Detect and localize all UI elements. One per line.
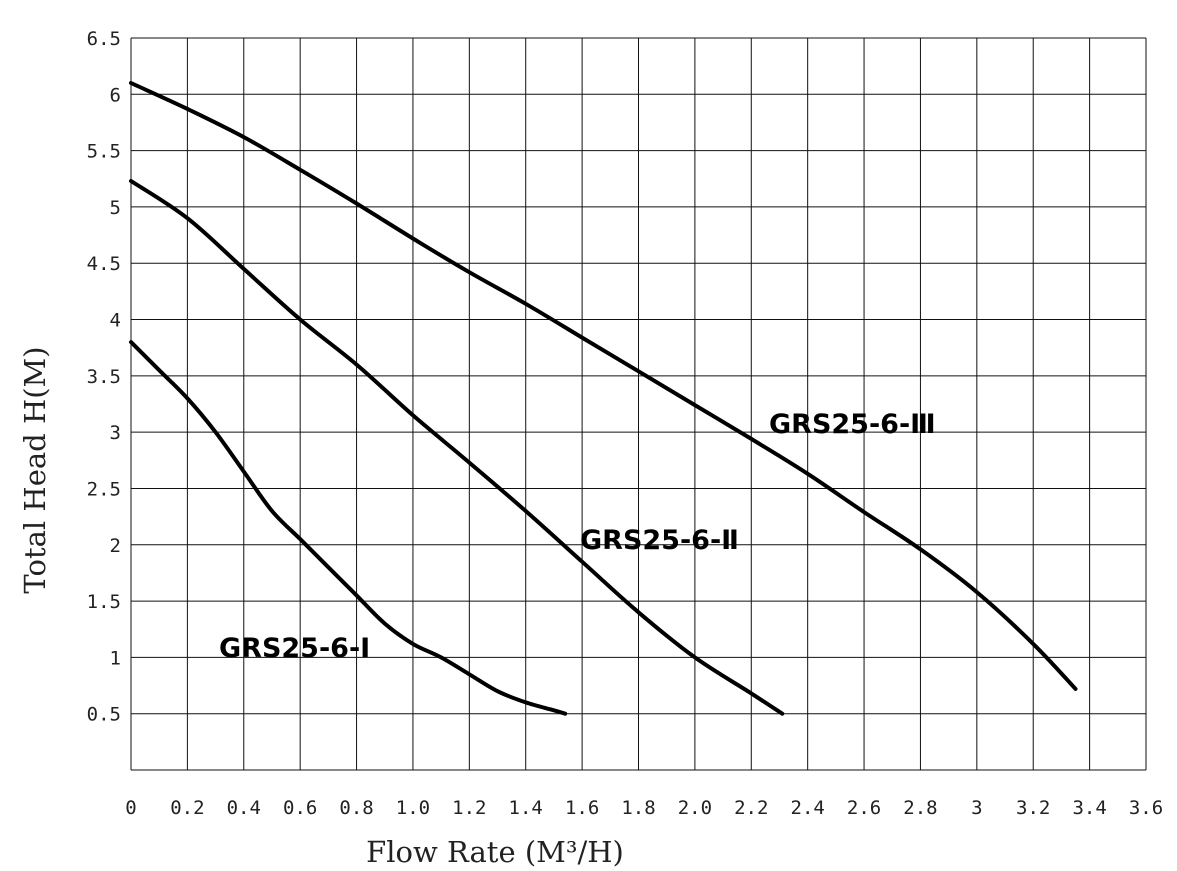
x-tick-label: 1.8 bbox=[621, 797, 655, 819]
x-tick-label: 2.6 bbox=[847, 797, 881, 819]
x-tick-label: 2.0 bbox=[678, 797, 712, 819]
series-line bbox=[129, 179, 785, 716]
y-tick-label: 2.5 bbox=[87, 478, 121, 500]
x-tick-label: 2.2 bbox=[734, 797, 768, 819]
x-tick-label: 2.8 bbox=[903, 797, 937, 819]
y-tick-label: 0.5 bbox=[87, 704, 121, 726]
x-tick-label: 0.8 bbox=[339, 797, 373, 819]
x-axis-ticks: 0 0.2 0.4 0.6 0.8 1.0 1.2 1.4 1.6 1.8 2.0 2.2 2.4 2.6… bbox=[125, 797, 1163, 819]
series-line bbox=[129, 340, 568, 716]
y-tick-label: 5.5 bbox=[87, 141, 121, 163]
y-tick-label: 6.5 bbox=[87, 28, 121, 50]
y-tick-label: 1.5 bbox=[87, 591, 121, 613]
y-tick-label: 4.5 bbox=[87, 253, 121, 275]
series-label: GRS25-6-Ⅱ bbox=[580, 525, 739, 556]
y-tick-label: 3 bbox=[110, 422, 121, 444]
x-tick-label: 3 bbox=[971, 797, 982, 819]
y-tick-label: 3.5 bbox=[87, 366, 121, 388]
y-tick-label: 1 bbox=[110, 647, 121, 669]
x-tick-label: 3.2 bbox=[1016, 797, 1050, 819]
grid bbox=[130, 37, 1147, 771]
series-line bbox=[129, 81, 1078, 691]
y-tick-label: 2 bbox=[110, 535, 121, 557]
series-labels: GRS25-6-Ⅰ GRS25-6-Ⅱ GRS25-6-Ⅲ bbox=[219, 409, 936, 664]
y-tick-label: 6 bbox=[110, 84, 121, 106]
series-curves bbox=[129, 81, 1078, 716]
y-axis-label: Total Head H(M) bbox=[18, 346, 52, 593]
x-tick-label: 0 bbox=[125, 797, 136, 819]
series-label: GRS25-6-Ⅲ bbox=[769, 409, 936, 440]
y-tick-label: 5 bbox=[110, 197, 121, 219]
x-tick-label: 3.6 bbox=[1129, 797, 1163, 819]
y-axis-ticks: 0.5 1 1.5 2 2.5 3 3.5 4 4.5 5 5.5 6 6.5 bbox=[87, 28, 121, 726]
x-tick-label: 0.2 bbox=[170, 797, 204, 819]
y-tick-label: 4 bbox=[110, 310, 121, 332]
x-tick-label: 1.6 bbox=[565, 797, 599, 819]
x-tick-label: 0.4 bbox=[227, 797, 261, 819]
x-tick-label: 1.2 bbox=[452, 797, 486, 819]
x-tick-label: 2.4 bbox=[791, 797, 825, 819]
series-label: GRS25-6-Ⅰ bbox=[219, 633, 370, 664]
x-tick-label: 3.4 bbox=[1072, 797, 1106, 819]
x-axis-label: Flow Rate (M³/H) bbox=[366, 835, 624, 869]
x-tick-label: 1.4 bbox=[509, 797, 543, 819]
x-tick-label: 1.0 bbox=[396, 797, 430, 819]
x-tick-label: 0.6 bbox=[283, 797, 317, 819]
